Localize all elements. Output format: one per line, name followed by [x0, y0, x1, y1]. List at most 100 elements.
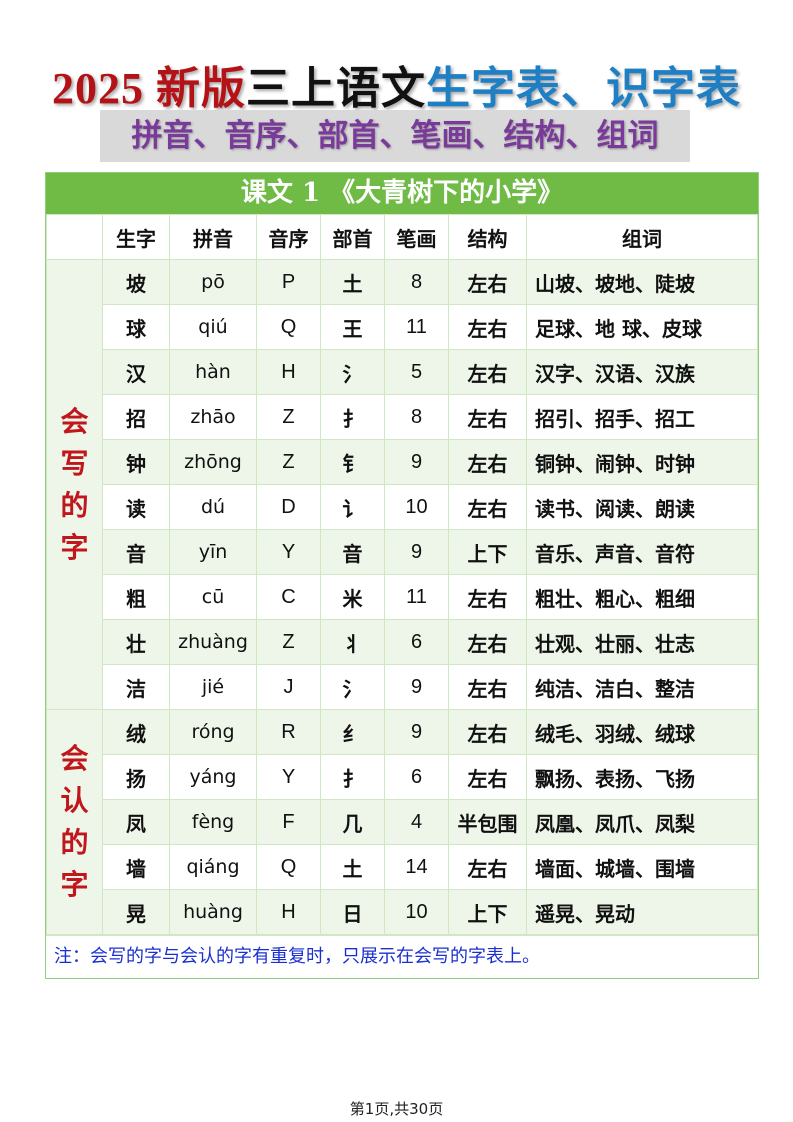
character-cell: 凤	[102, 799, 170, 845]
character-cell: 招	[102, 394, 170, 440]
initial-letter-cell: R	[256, 709, 321, 755]
radical-cell: 土	[320, 259, 385, 305]
word-groups-cell: 音乐、声音、音符	[526, 529, 758, 575]
table-row: 壮 zhuàng Z 丬 6 左右 壮观、壮丽、壮志	[47, 619, 758, 665]
radical-cell: 讠	[320, 484, 385, 530]
pinyin-cell: yīn	[169, 529, 257, 575]
pinyin-cell: zhuàng	[169, 619, 257, 665]
character-cell: 粗	[102, 574, 170, 620]
pinyin-cell: qiáng	[169, 844, 257, 890]
word-groups-cell: 壮观、壮丽、壮志	[526, 619, 758, 665]
initial-letter-cell: Y	[256, 529, 321, 575]
table-row: 凤 fèng F 几 4 半包围 凤凰、凤爪、凤梨	[47, 799, 758, 845]
structure-cell: 左右	[448, 349, 527, 395]
word-groups-cell: 招引、招手、招工	[526, 394, 758, 440]
word-groups-cell: 遥晃、晃动	[526, 889, 758, 935]
stroke-count-cell: 8	[384, 394, 449, 440]
character-cell: 洁	[102, 664, 170, 710]
table-row: 钟 zhōng Z 钅 9 左右 铜钟、闹钟、时钟	[47, 439, 758, 485]
page-title: 2025 新版三上语文生字表、识字表	[0, 52, 793, 116]
table-row: 会认的字绒 róng R 纟 9 左右 绒毛、羽绒、绒球	[46, 709, 758, 935]
initial-letter-cell: C	[256, 574, 321, 620]
structure-cell: 左右	[448, 844, 527, 890]
structure-cell: 左右	[448, 259, 527, 305]
table-row: 读 dú D 讠 10 左右 读书、阅读、朗读	[47, 484, 758, 530]
character-cell: 球	[102, 304, 170, 350]
table-row: 洁 jié J 氵 9 左右 纯洁、洁白、整洁	[47, 664, 758, 710]
pinyin-cell: qiú	[169, 304, 257, 350]
pinyin-cell: hàn	[169, 349, 257, 395]
table-row: 会写的字坡 pō P 土 8 左右 山坡、坡地、陡坡	[46, 259, 758, 710]
section-label: 会认的字	[46, 709, 103, 935]
column-header: 结构	[448, 214, 527, 260]
radical-cell: 氵	[320, 664, 385, 710]
title-subject: 三上语文	[246, 63, 426, 114]
structure-cell: 上下	[448, 889, 527, 935]
character-cell: 钟	[102, 439, 170, 485]
stroke-count-cell: 10	[384, 484, 449, 530]
column-header: 笔画	[384, 214, 449, 260]
radical-cell: 土	[320, 844, 385, 890]
table-row: 扬 yáng Y 扌 6 左右 飘扬、表扬、飞扬	[47, 754, 758, 800]
lesson-title: 课文 1 《大青树下的小学》	[46, 173, 758, 214]
section-label: 会写的字	[46, 259, 103, 710]
stroke-count-cell: 11	[384, 304, 449, 350]
table-row: 粗 cū C 米 11 左右 粗壮、粗心、粗细	[47, 574, 758, 620]
column-header	[46, 214, 103, 260]
word-groups-cell: 绒毛、羽绒、绒球	[526, 709, 758, 755]
table-row: 墙 qiáng Q 土 14 左右 墙面、城墙、围墙	[47, 844, 758, 890]
radical-cell: 音	[320, 529, 385, 575]
table-row: 招 zhāo Z 扌 8 左右 招引、招手、招工	[47, 394, 758, 440]
initial-letter-cell: Q	[256, 844, 321, 890]
stroke-count-cell: 4	[384, 799, 449, 845]
word-groups-cell: 铜钟、闹钟、时钟	[526, 439, 758, 485]
character-cell: 坡	[102, 259, 170, 305]
stroke-count-cell: 6	[384, 619, 449, 665]
stroke-count-cell: 9	[384, 529, 449, 575]
pinyin-cell: zhāo	[169, 394, 257, 440]
section-label-text: 会认的字	[60, 742, 89, 901]
initial-letter-cell: Q	[256, 304, 321, 350]
stroke-count-cell: 11	[384, 574, 449, 620]
initial-letter-cell: Z	[256, 439, 321, 485]
word-groups-cell: 凤凰、凤爪、凤梨	[526, 799, 758, 845]
radical-cell: 日	[320, 889, 385, 935]
character-cell: 壮	[102, 619, 170, 665]
character-cell: 读	[102, 484, 170, 530]
radical-cell: 扌	[320, 754, 385, 800]
structure-cell: 左右	[448, 709, 527, 755]
page-number: 第1页,共30页	[349, 1100, 444, 1118]
word-groups-cell: 汉字、汉语、汉族	[526, 349, 758, 395]
structure-cell: 左右	[448, 484, 527, 530]
table-row: 球 qiú Q 王 11 左右 足球、地 球、皮球	[47, 304, 758, 350]
stroke-count-cell: 5	[384, 349, 449, 395]
table-row: 汉 hàn H 氵 5 左右 汉字、汉语、汉族	[47, 349, 758, 395]
word-groups-cell: 山坡、坡地、陡坡	[526, 259, 758, 305]
initial-letter-cell: P	[256, 259, 321, 305]
initial-letter-cell: Y	[256, 754, 321, 800]
radical-cell: 丬	[320, 619, 385, 665]
pinyin-cell: cū	[169, 574, 257, 620]
structure-cell: 左右	[448, 304, 527, 350]
column-header: 生字	[102, 214, 170, 260]
character-cell: 扬	[102, 754, 170, 800]
stroke-count-cell: 14	[384, 844, 449, 890]
initial-letter-cell: D	[256, 484, 321, 530]
title-tables: 生字表、识字表	[426, 63, 741, 114]
radical-cell: 米	[320, 574, 385, 620]
pinyin-cell: jié	[169, 664, 257, 710]
radical-cell: 氵	[320, 349, 385, 395]
character-cell: 音	[102, 529, 170, 575]
column-header: 拼音	[169, 214, 257, 260]
stroke-count-cell: 9	[384, 664, 449, 710]
initial-letter-cell: Z	[256, 394, 321, 440]
column-header: 部首	[320, 214, 385, 260]
initial-letter-cell: F	[256, 799, 321, 845]
stroke-count-cell: 9	[384, 709, 449, 755]
word-groups-cell: 读书、阅读、朗读	[526, 484, 758, 530]
word-groups-cell: 粗壮、粗心、粗细	[526, 574, 758, 620]
pinyin-cell: dú	[169, 484, 257, 530]
table-header-row: 生字 拼音 音序 部首 笔画 结构 组词	[46, 214, 758, 260]
stroke-count-cell: 9	[384, 439, 449, 485]
